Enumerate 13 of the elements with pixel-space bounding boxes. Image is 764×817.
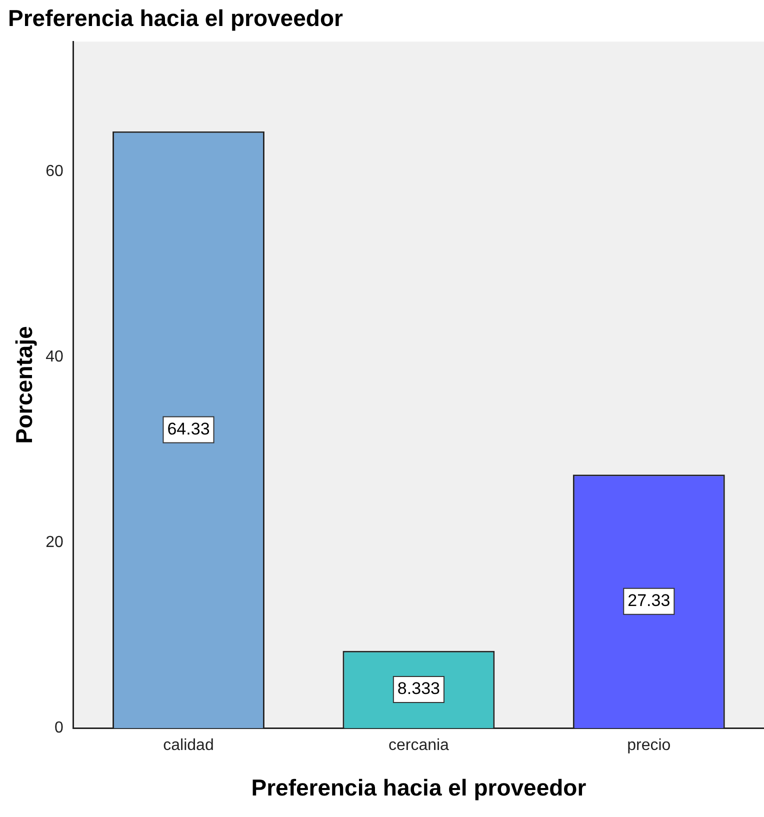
x-tick-label: precio [627, 737, 671, 754]
data-label: 27.33 [628, 591, 670, 610]
x-tick-label: cercania [388, 737, 450, 754]
y-tick-label: 40 [46, 348, 64, 366]
data-label: 64.33 [167, 419, 210, 438]
x-tick-label: calidad [163, 737, 214, 754]
y-axis-title: Porcentaje [11, 326, 38, 444]
y-tick-label: 0 [54, 720, 64, 737]
x-axis-title: Preferencia hacia el proveedor [251, 774, 586, 801]
data-label: 8.333 [397, 679, 440, 698]
chart-title: Preferencia hacia el proveedor [8, 5, 343, 32]
y-tick-label: 60 [46, 162, 64, 180]
y-tick-label: 20 [46, 534, 64, 552]
